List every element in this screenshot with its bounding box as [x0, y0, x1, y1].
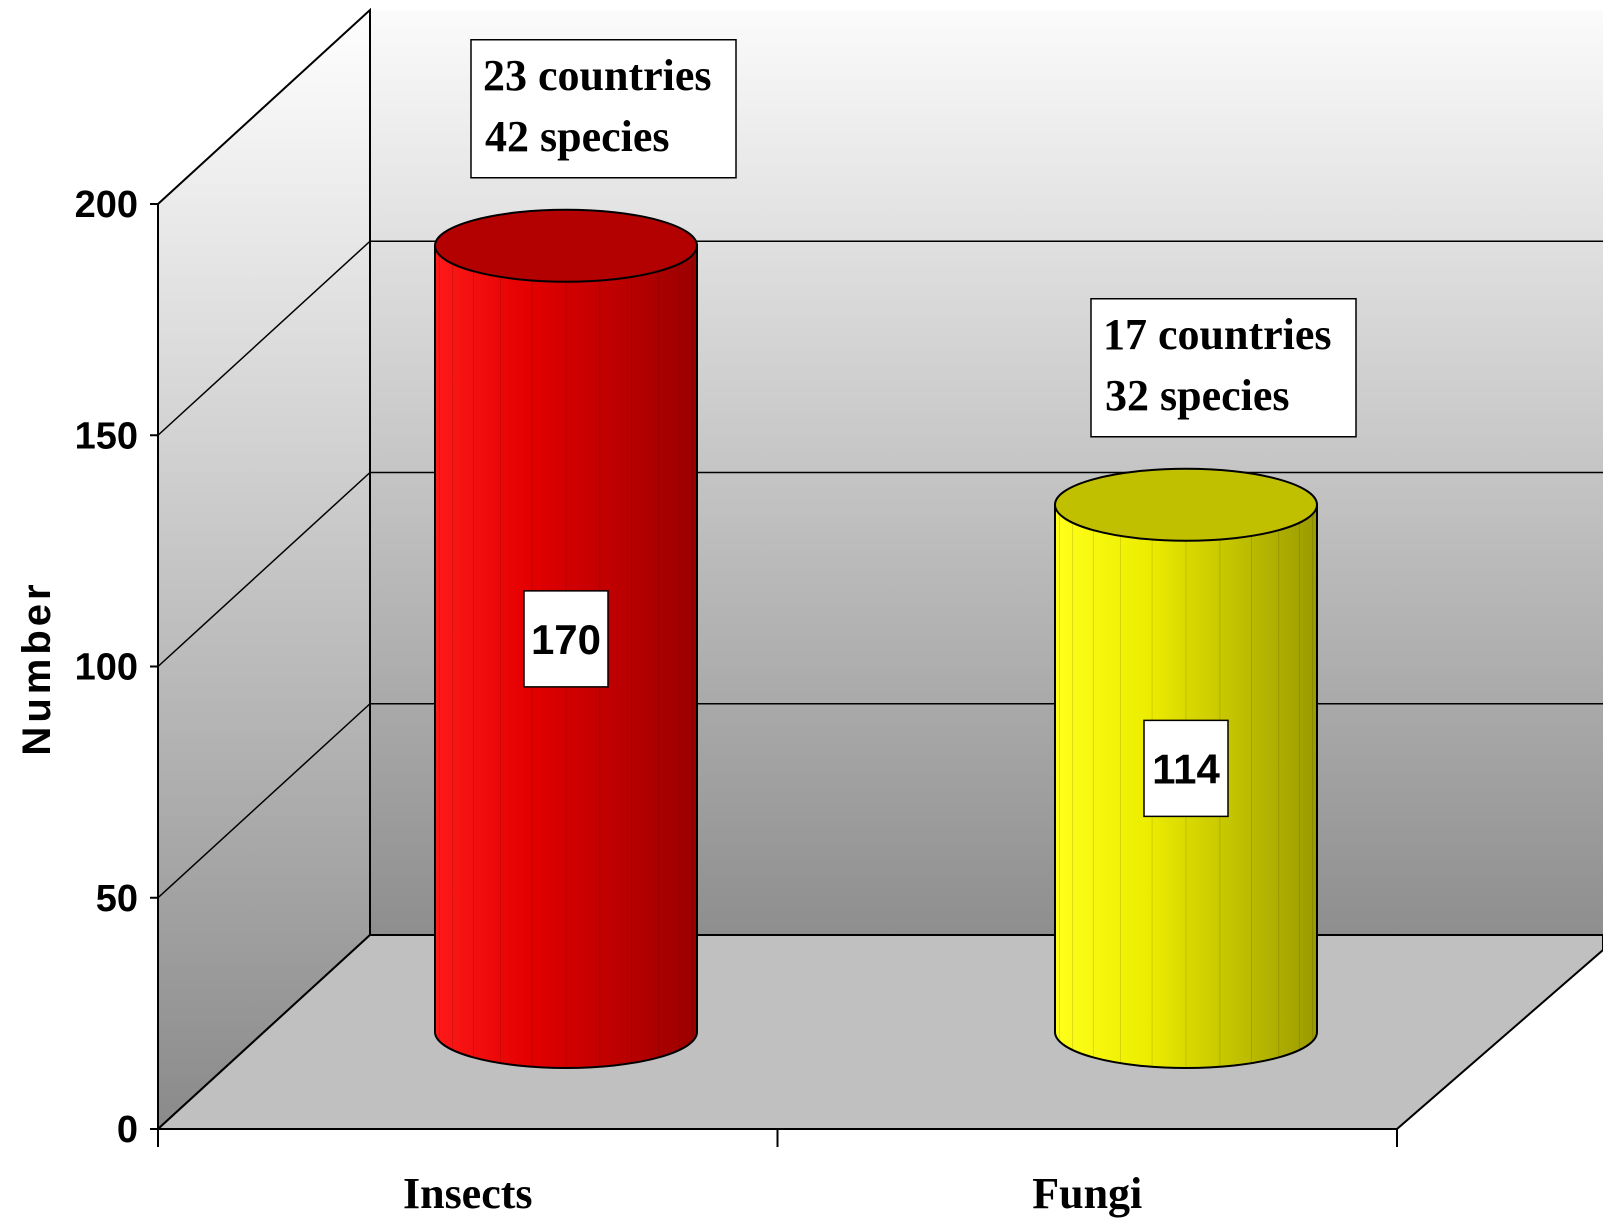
y-tick-label: 0 — [117, 1109, 138, 1151]
gridline-side — [157, 240, 371, 436]
annotation-insects: 23 countries 42 species — [470, 39, 737, 179]
bar-insects: 170 — [434, 208, 698, 1069]
y-axis-title: Number — [15, 580, 59, 755]
floor — [155, 934, 1603, 1130]
y-tick-label: 150 — [75, 415, 138, 457]
annotation-fungi: 17 countries 32 species — [1090, 298, 1357, 438]
data-label-text: 114 — [1152, 745, 1220, 792]
data-label-text: 170 — [531, 616, 601, 663]
annotation-line: 32 species — [1105, 371, 1290, 420]
annotation-line: 23 countries — [483, 51, 712, 100]
annotations: 23 countries 42 species 17 countries 32 spe… — [470, 39, 1357, 438]
y-axis: 0 50 100 150 200 — [75, 184, 159, 1151]
bar-fungi: 114 — [1054, 467, 1318, 1069]
gridline-side — [157, 703, 371, 899]
bar-top — [434, 208, 698, 283]
data-label: 114 — [1143, 719, 1229, 818]
bar-top-shade — [1055, 468, 1317, 541]
y-tick-label: 100 — [75, 647, 138, 689]
x-axis: Insects Fungi — [157, 1128, 1398, 1218]
gridline-side — [157, 471, 371, 668]
data-label-box — [523, 590, 609, 688]
x-category-label: Fungi — [1032, 1169, 1142, 1218]
data-label: 170 — [523, 590, 609, 688]
annotation-box — [1090, 298, 1357, 438]
data-label-box — [1143, 719, 1229, 818]
annotation-box — [470, 39, 737, 179]
bar-top — [1054, 467, 1318, 542]
bars: 170 114 — [434, 208, 1318, 1069]
bar-top-shade — [435, 209, 697, 282]
y-tick-label: 200 — [75, 184, 138, 226]
annotation-line: 17 countries — [1103, 310, 1332, 359]
annotation-line: 42 species — [485, 112, 670, 161]
y-tick-label: 50 — [96, 878, 138, 920]
x-category-label: Insects — [403, 1169, 533, 1218]
